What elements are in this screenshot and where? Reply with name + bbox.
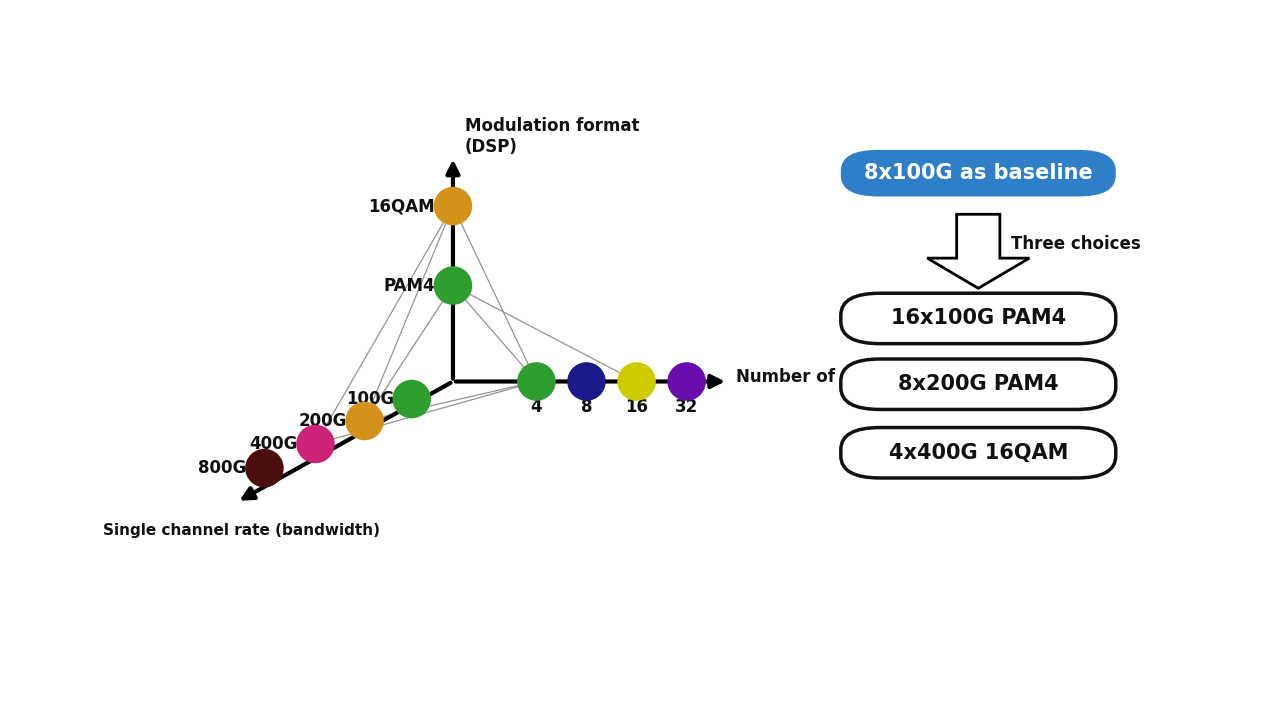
FancyBboxPatch shape xyxy=(841,293,1116,344)
Point xyxy=(443,200,464,211)
Text: 16: 16 xyxy=(625,398,649,416)
Point xyxy=(355,415,375,426)
Point xyxy=(443,280,464,291)
Text: 8x100G as baseline: 8x100G as baseline xyxy=(864,163,1092,183)
Text: 8: 8 xyxy=(580,398,592,416)
Text: 4x400G 16QAM: 4x400G 16QAM xyxy=(888,443,1068,463)
Text: 8x200G PAM4: 8x200G PAM4 xyxy=(898,375,1059,394)
Point xyxy=(576,376,597,387)
Text: 4: 4 xyxy=(531,398,542,416)
Point xyxy=(626,376,646,387)
Text: Number of channels: Number of channels xyxy=(736,368,924,386)
Text: 32: 32 xyxy=(675,398,698,416)
Point xyxy=(255,462,275,473)
Text: 800G: 800G xyxy=(199,459,247,477)
Point xyxy=(402,393,422,404)
Text: 100G: 100G xyxy=(346,390,394,408)
FancyBboxPatch shape xyxy=(841,427,1116,478)
Polygon shape xyxy=(927,214,1029,288)
FancyBboxPatch shape xyxy=(841,359,1116,409)
Text: PAM4: PAM4 xyxy=(384,276,436,295)
Text: 200G: 200G xyxy=(299,412,347,430)
Text: Modulation format
(DSP): Modulation format (DSP) xyxy=(465,117,640,156)
Text: 16QAM: 16QAM xyxy=(369,197,436,215)
Text: 400G: 400G xyxy=(250,435,298,453)
Point xyxy=(526,376,546,387)
Text: 16x100G PAM4: 16x100G PAM4 xyxy=(891,308,1066,328)
Text: Single channel rate (bandwidth): Single channel rate (bandwidth) xyxy=(104,523,380,538)
Point xyxy=(305,439,326,450)
Point xyxy=(677,376,697,387)
Text: Three choices: Three choices xyxy=(1011,236,1140,253)
FancyBboxPatch shape xyxy=(841,150,1116,197)
